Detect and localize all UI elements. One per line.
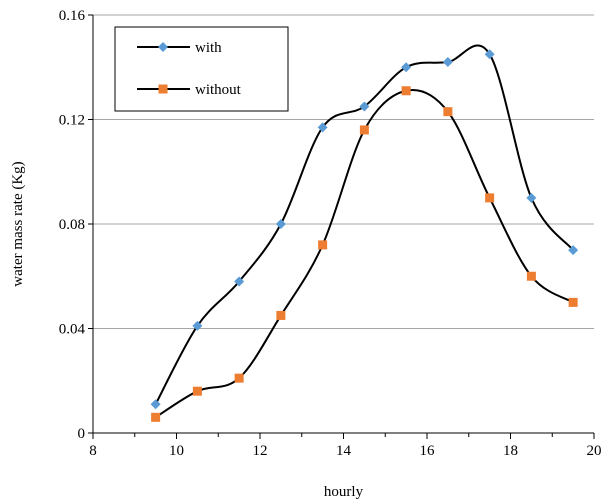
data-point: [401, 86, 411, 96]
legend: with without: [114, 26, 289, 112]
series-with: [150, 44, 579, 410]
data-point: [275, 219, 286, 229]
y-axis-title: water mass rate (Kg): [10, 161, 26, 286]
tick-labels: 0 0.04 0.08 0.12 0.16 8 10 12 14 16 18 20: [59, 8, 602, 459]
x-tick-label: 12: [253, 443, 268, 459]
x-tick-label: 16: [420, 443, 436, 459]
x-tick-label: 20: [587, 443, 602, 459]
data-point: [568, 297, 578, 307]
legend-label: without: [195, 82, 242, 98]
series-layer: [150, 44, 579, 422]
data-point: [485, 193, 495, 203]
legend-label: with: [195, 40, 222, 56]
series-without: [151, 86, 578, 422]
legend-items: with without: [137, 40, 242, 98]
y-tick-label: 0.12: [59, 113, 85, 129]
data-point: [443, 107, 453, 117]
series-line: [155, 89, 574, 419]
legend-item: with: [137, 40, 222, 56]
legend-box: [114, 26, 289, 112]
y-tick-label: 0: [78, 426, 86, 442]
legend-item: without: [137, 82, 242, 98]
x-axis-title: hourly: [324, 484, 364, 500]
data-point: [234, 276, 245, 287]
data-point: [318, 240, 328, 250]
data-point: [192, 386, 202, 396]
y-tick-label: 0.04: [59, 322, 86, 338]
x-tick-label: 14: [336, 443, 352, 459]
legend-marker: [158, 42, 168, 52]
data-point: [526, 192, 537, 203]
data-point: [442, 57, 453, 68]
data-point: [317, 122, 328, 133]
data-point: [150, 399, 161, 410]
axes: [88, 14, 595, 439]
legend-marker: [158, 84, 168, 94]
y-tick-label: 0.16: [59, 8, 86, 24]
data-point: [234, 373, 244, 383]
data-point: [484, 49, 495, 60]
data-point: [568, 245, 579, 256]
data-point: [526, 271, 536, 281]
data-point: [359, 101, 370, 112]
data-point: [359, 125, 369, 135]
y-tick-label: 0.08: [59, 217, 85, 233]
x-tick-label: 8: [89, 443, 97, 459]
data-point: [401, 62, 412, 73]
data-point: [192, 320, 203, 331]
x-tick-label: 10: [169, 443, 184, 459]
gridlines: [93, 14, 594, 329]
data-point: [151, 412, 161, 422]
x-tick-label: 18: [503, 443, 518, 459]
data-point: [276, 310, 286, 320]
